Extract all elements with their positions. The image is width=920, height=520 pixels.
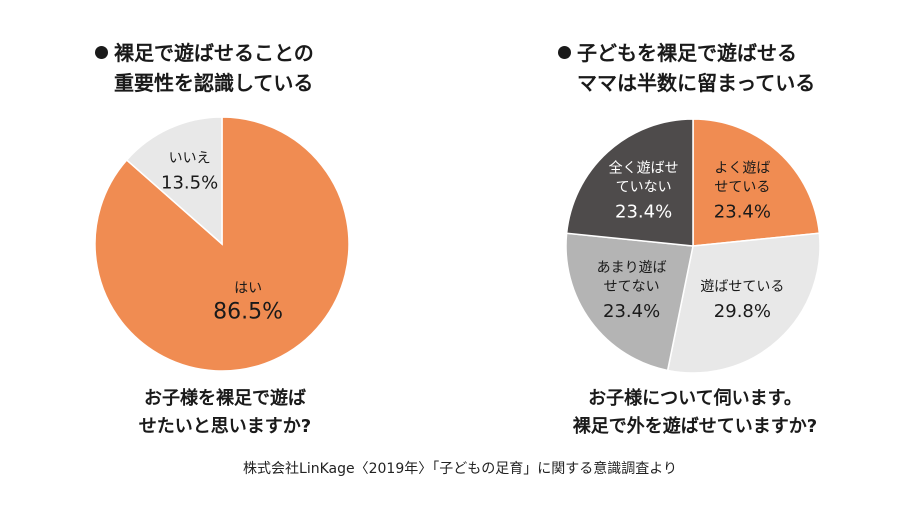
left-question-line2: せたいと思いますか?: [138, 416, 312, 437]
pie2-slice-4-value: 23.4%: [615, 201, 672, 222]
pie2-slice-2-value: 29.8%: [714, 301, 771, 322]
pie2-slice-4-label: 全く遊ばせ: [609, 159, 679, 176]
pie1-slice-2-value: 13.5%: [161, 173, 218, 194]
pie2-slice-1-value: 23.4%: [714, 201, 771, 222]
pie2-slice-1-label: せている: [714, 179, 770, 195]
right-title-line2: ママは半数に留まっている: [577, 71, 816, 95]
right-question-line2: 裸足で外を遊ばせていますか?: [572, 416, 818, 437]
pie2-slice-3: [565, 232, 694, 372]
pie2-slice-2-label: 遊ばせている: [700, 279, 784, 295]
pie1-slice-1-label: はい: [234, 280, 262, 296]
left-panel-title: 裸足で遊ばせることの 重要性を認識している: [95, 38, 314, 98]
right-title-line1: 子どもを裸足で遊ばせる: [577, 41, 797, 65]
pie2-slice-4: [565, 118, 694, 247]
pie2-slice-3-label: せてない: [604, 279, 660, 295]
right-question-line1: お子様について伺います。: [588, 388, 802, 409]
right-panel-title: 子どもを裸足で遊ばせる ママは半数に留まっている: [558, 38, 815, 98]
pie1-slice-2: [125, 116, 223, 246]
pie2-slice-3-label: あまり遊ば: [597, 260, 667, 276]
left-question: お子様を裸足で遊ば せたいと思いますか?: [95, 385, 355, 441]
bullet-icon: [95, 46, 108, 59]
left-title-line2: 重要性を認識している: [114, 71, 314, 95]
pie2-slice-1: [692, 118, 821, 247]
right-question: お子様について伺います。 裸足で外を遊ばせていますか?: [545, 385, 845, 441]
pie2-slice-2: [666, 232, 821, 374]
left-question-line1: お子様を裸足で遊ば: [144, 388, 306, 409]
pie1-slice-2-label: いいえ: [169, 151, 211, 167]
bullet-icon: [558, 46, 571, 59]
pie1-slice-1-value: 86.5%: [213, 299, 283, 324]
pie2-slice-4-label: ていない: [616, 179, 672, 195]
pie2-slice-1-label: よく遊ば: [714, 160, 770, 176]
left-title-line1: 裸足で遊ばせることの: [114, 41, 314, 65]
pie2-slice-3-value: 23.4%: [603, 301, 660, 322]
source-note: 株式会社LinKage〈2019年〉「子どもの足育」に関する意識調査より: [243, 461, 677, 477]
